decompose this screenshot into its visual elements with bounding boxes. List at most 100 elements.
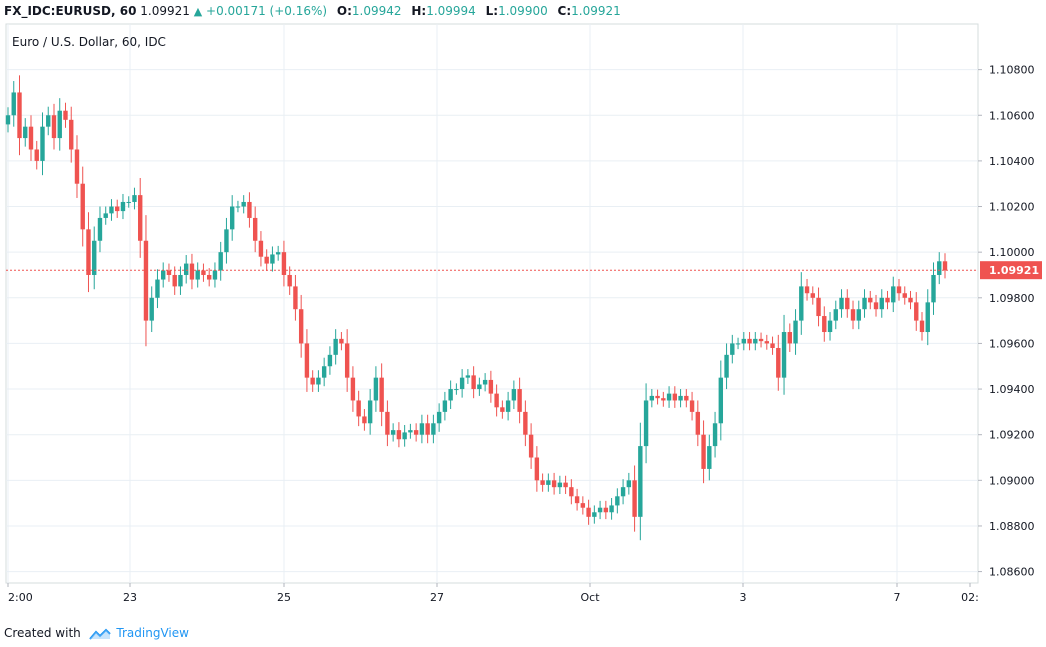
candle-body xyxy=(787,332,792,344)
candle-body xyxy=(241,201,246,207)
symbol-name[interactable]: FX_IDC:EURUSD, 60 xyxy=(4,4,137,18)
candle-body xyxy=(925,302,930,333)
last-price-tag xyxy=(980,261,1042,280)
candle-body xyxy=(362,416,367,424)
price-tick-label: 1.09800 xyxy=(989,292,1035,305)
symbol-header: FX_IDC:EURUSD, 60 1.09921 ▲ +0.00171 (+0… xyxy=(0,0,1046,22)
candle-body xyxy=(609,505,614,513)
candle-body xyxy=(356,400,361,417)
close-value: 1.09921 xyxy=(571,4,621,18)
candle-body xyxy=(212,270,218,280)
candle-body xyxy=(908,297,913,303)
candle-body xyxy=(69,119,74,150)
candle-body xyxy=(603,507,609,513)
candle-body xyxy=(298,309,304,344)
candle-body xyxy=(120,201,126,212)
candle-body xyxy=(344,343,350,378)
candle-body xyxy=(206,274,212,280)
candle-body xyxy=(868,297,873,303)
candle-body xyxy=(804,286,810,294)
candle-body xyxy=(431,423,436,435)
candle-body xyxy=(799,286,804,321)
candle-body xyxy=(569,487,574,497)
candle-body xyxy=(862,297,867,310)
candle-body xyxy=(574,496,580,504)
candle-body xyxy=(643,400,649,447)
candle-body xyxy=(465,375,471,378)
candle-body xyxy=(17,92,22,139)
candle-body xyxy=(649,395,655,401)
candle-body xyxy=(425,423,430,435)
time-tick-label: 27 xyxy=(430,591,444,604)
candle-body xyxy=(528,434,534,458)
candle-body xyxy=(442,400,448,412)
candle-body xyxy=(810,293,815,298)
candle-body xyxy=(620,487,626,497)
candle-body xyxy=(293,286,298,310)
candle-body xyxy=(97,217,103,241)
candle-body xyxy=(402,432,407,440)
candle-body xyxy=(615,496,620,506)
candle-body xyxy=(500,407,505,412)
candle-body xyxy=(701,434,706,469)
candle-body xyxy=(850,309,856,321)
candle-body xyxy=(781,332,787,378)
price-tick-label: 1.10400 xyxy=(989,155,1035,168)
candle-body xyxy=(477,384,482,390)
time-tick-label: 2:00 xyxy=(8,591,33,604)
time-tick-label: 02: xyxy=(961,591,979,604)
candle-body xyxy=(224,229,229,253)
candle-body xyxy=(367,400,373,424)
low-label: L: xyxy=(485,4,499,18)
candle-body xyxy=(505,400,511,412)
price-axis[interactable]: 1.10800 1.10600 1.10400 1.10200 1.10000 1.098… xyxy=(978,64,1042,579)
candle-body xyxy=(23,126,28,139)
candle-body xyxy=(5,115,11,125)
tradingview-logo-icon[interactable] xyxy=(88,628,111,640)
chart-title: Euro / U.S. Dollar, 60, IDC xyxy=(12,35,166,49)
candle-body xyxy=(115,206,120,212)
price-change: +0.00171 (+0.16%) xyxy=(206,4,328,18)
candle-body xyxy=(563,482,568,488)
candle-body xyxy=(57,110,62,139)
candle-body xyxy=(534,457,540,481)
candle-body xyxy=(879,297,884,310)
candle-body xyxy=(454,389,459,391)
candle-body xyxy=(695,411,701,435)
candle-body xyxy=(902,293,907,298)
candle-body xyxy=(339,338,344,344)
candle-body xyxy=(46,115,51,127)
candle-body xyxy=(275,252,281,255)
candle-body xyxy=(597,507,603,513)
candle-body xyxy=(109,206,114,214)
tradingview-link[interactable]: TradingView xyxy=(116,626,189,640)
candle-body xyxy=(523,411,528,435)
price-tick-label: 1.10800 xyxy=(989,64,1035,77)
candle-body xyxy=(258,240,264,257)
candle-body xyxy=(28,126,34,150)
candle-body xyxy=(793,320,798,344)
candle-body xyxy=(161,270,166,280)
candle-body xyxy=(776,347,781,378)
price-tick-label: 1.10600 xyxy=(989,109,1035,122)
candle-body xyxy=(287,274,292,287)
candle-body xyxy=(184,263,189,275)
price-tick-label: 1.08800 xyxy=(989,520,1035,533)
candle-body xyxy=(753,338,758,344)
candles xyxy=(5,75,948,541)
candle-body xyxy=(592,512,597,517)
chart-area[interactable]: 1.10800 1.10600 1.10400 1.10200 1.10000 1.098… xyxy=(0,22,1046,615)
candle-body xyxy=(471,375,476,390)
candle-body xyxy=(689,400,695,412)
candle-body xyxy=(247,201,252,218)
candle-body xyxy=(373,377,379,401)
candle-body xyxy=(304,343,310,378)
candle-body xyxy=(149,297,154,321)
candle-body xyxy=(494,393,499,408)
candle-body xyxy=(914,302,919,321)
time-tick-label: 25 xyxy=(277,591,291,604)
time-axis[interactable]: 2:00 23 25 27 Oct 3 7 02: xyxy=(7,583,979,604)
candle-body xyxy=(551,480,557,488)
candle-body xyxy=(155,279,160,298)
candlestick-chart[interactable]: 1.10800 1.10600 1.10400 1.10200 1.10000 1.098… xyxy=(0,22,1046,615)
